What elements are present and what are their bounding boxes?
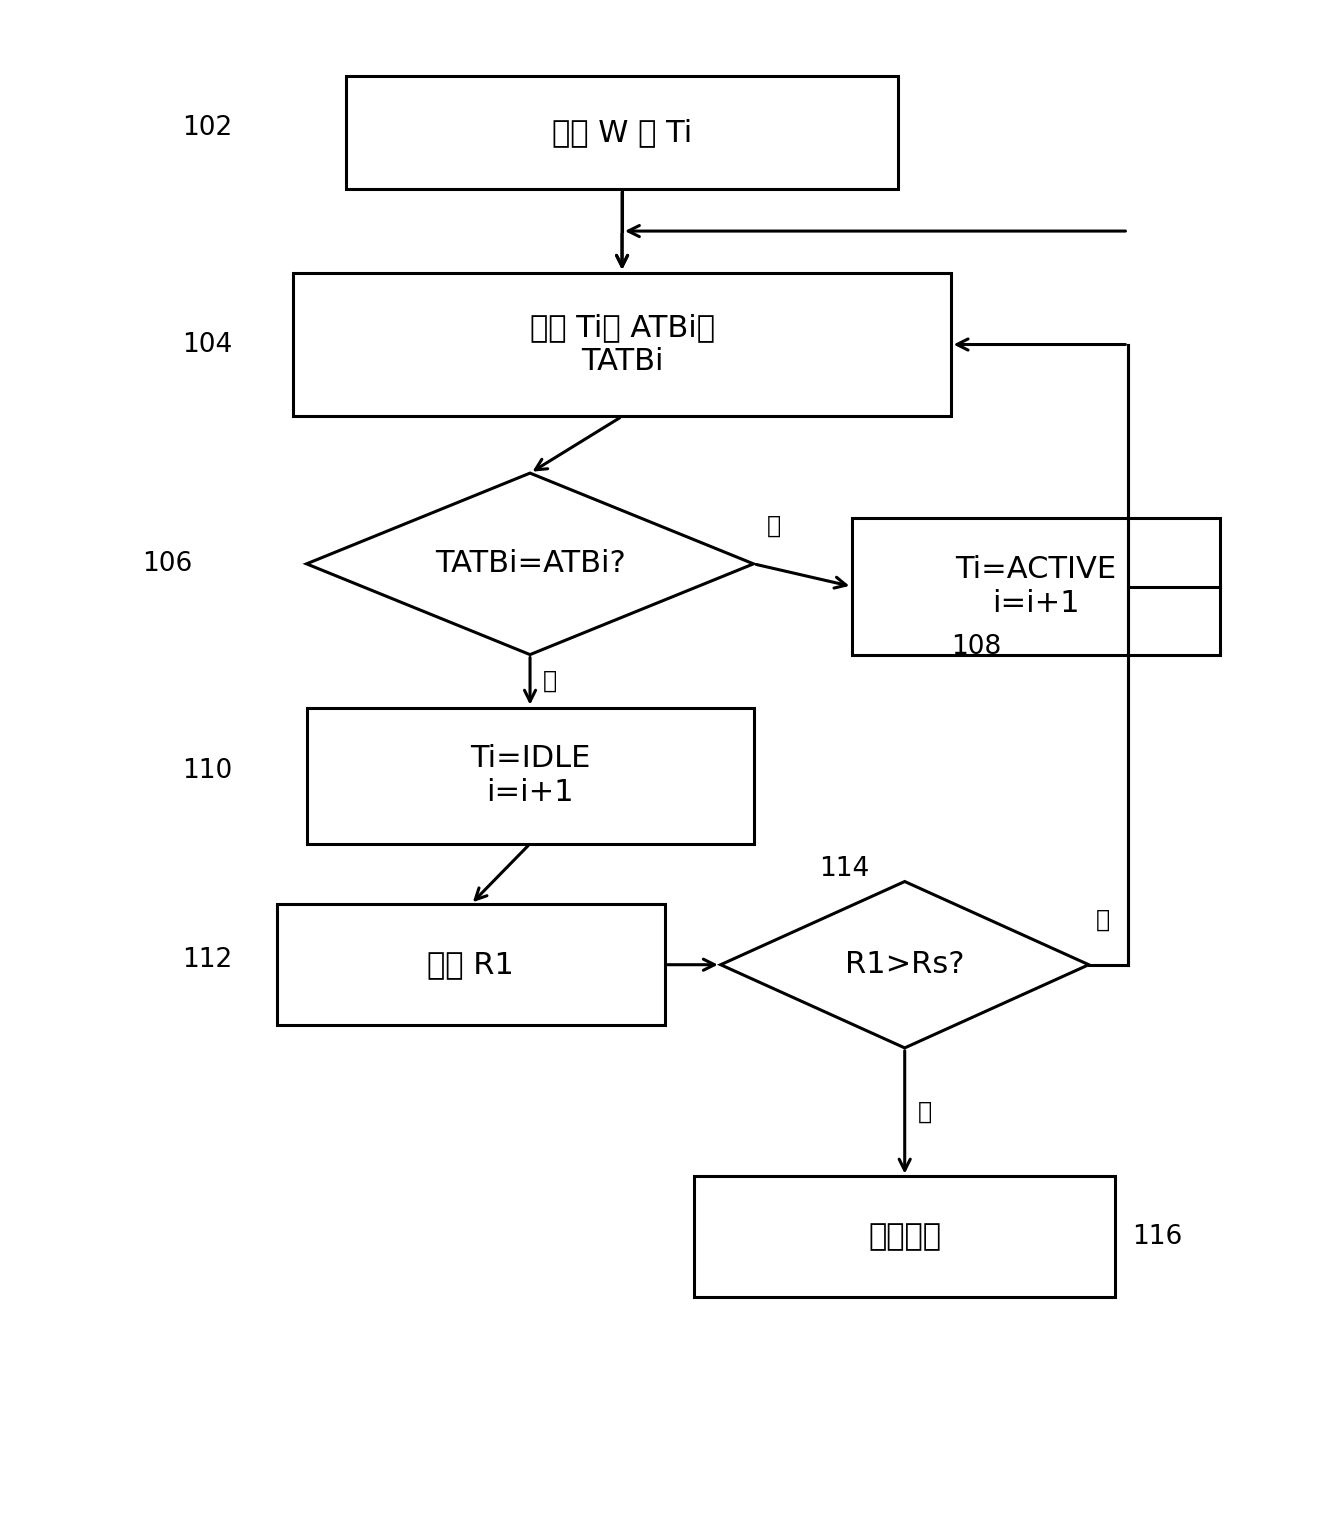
Text: 102: 102 <box>181 116 232 141</box>
Text: 110: 110 <box>181 757 232 785</box>
Text: 108: 108 <box>951 634 1002 660</box>
Bar <box>294 272 951 417</box>
Text: 否: 否 <box>766 514 781 538</box>
Bar <box>695 1176 1115 1297</box>
Text: 112: 112 <box>181 948 232 973</box>
Text: Ti=IDLE
i=i+1: Ti=IDLE i=i+1 <box>470 744 590 808</box>
Text: 116: 116 <box>1132 1224 1183 1250</box>
Text: 否: 否 <box>1095 908 1110 931</box>
Text: 114: 114 <box>819 856 869 882</box>
Text: R1>Rs?: R1>Rs? <box>845 951 964 980</box>
Text: 计算 R1: 计算 R1 <box>427 951 515 980</box>
Polygon shape <box>721 882 1089 1048</box>
Bar <box>347 76 898 190</box>
Bar <box>277 903 664 1025</box>
Text: 106: 106 <box>142 551 192 576</box>
Bar <box>307 707 754 844</box>
Text: 关断电源: 关断电源 <box>868 1223 941 1252</box>
Text: 是: 是 <box>544 669 557 694</box>
Text: 104: 104 <box>181 332 232 357</box>
Text: 是: 是 <box>918 1100 931 1124</box>
Polygon shape <box>307 473 754 654</box>
Text: 设定 W 与 Ti: 设定 W 与 Ti <box>552 119 692 148</box>
Text: Ti=ACTIVE
i=i+1: Ti=ACTIVE i=i+1 <box>955 555 1117 618</box>
Text: TATBi=ATBi?: TATBi=ATBi? <box>435 549 626 578</box>
Text: 计算 Ti的 ATBi和
TATBi: 计算 Ti的 ATBi和 TATBi <box>529 313 714 376</box>
Bar <box>852 519 1220 654</box>
